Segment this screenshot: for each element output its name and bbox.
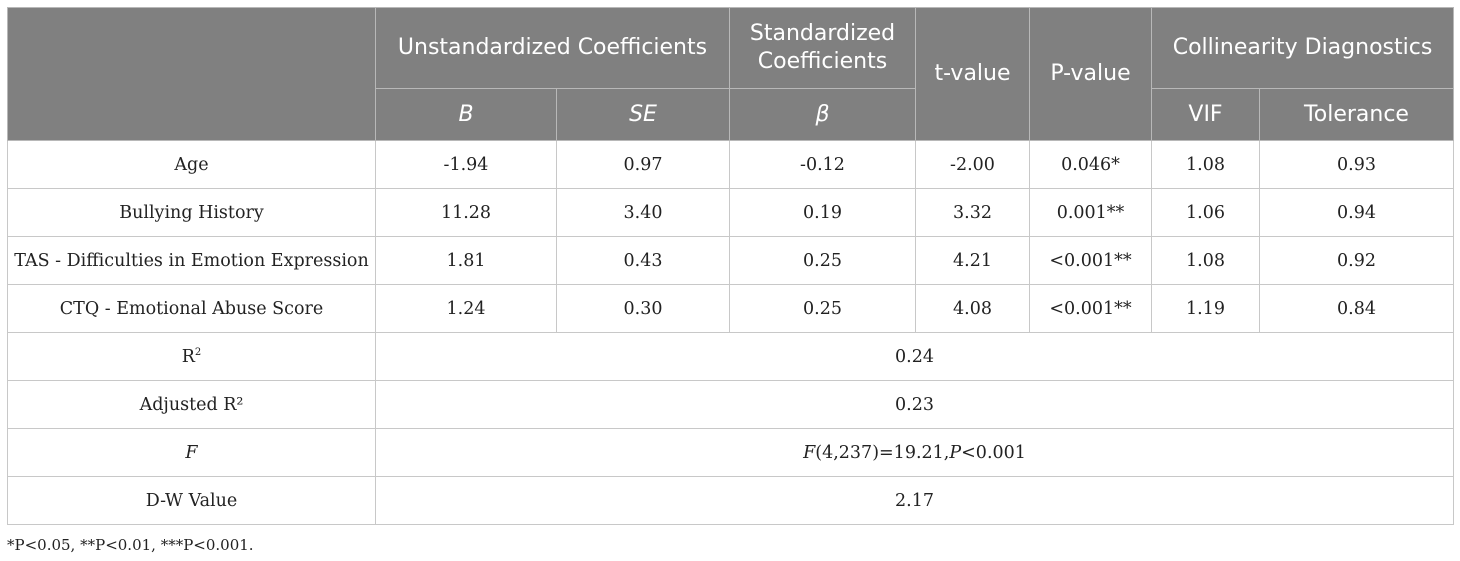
cell-se: 0.43: [556, 236, 730, 285]
cell-beta: -0.12: [729, 140, 916, 189]
header-p-value: P-value: [1029, 7, 1152, 141]
table-row-ctq: CTQ - Emotional Abuse Score 1.24 0.30 0.…: [7, 284, 1455, 333]
header-b: B: [375, 88, 557, 141]
header-unstandardized: Unstandardized Coefficients: [375, 7, 730, 89]
cell-t: 4.08: [915, 284, 1030, 333]
cell-t: 4.21: [915, 236, 1030, 285]
cell-se: 0.97: [556, 140, 730, 189]
header-row-2: B SE β VIF Tolerance: [8, 88, 1455, 141]
cell-tolerance: 0.92: [1258, 236, 1455, 285]
row-label: CTQ - Emotional Abuse Score: [7, 284, 376, 333]
cell-b: 1.81: [375, 236, 557, 285]
row-label-f: F: [7, 428, 376, 477]
p-rest: <0.001: [961, 442, 1026, 463]
r2-label: R: [181, 346, 195, 367]
cell-b: 11.28: [375, 188, 557, 237]
row-label-r2: R2: [7, 332, 376, 381]
cell-vif: 1.08: [1151, 140, 1260, 189]
row-label-dw: D-W Value: [7, 476, 376, 525]
header-tolerance: Tolerance: [1258, 88, 1455, 141]
table-row-age: Age -1.94 0.97 -0.12 -2.00 0.046* 1.08 0…: [7, 140, 1455, 189]
table-row-f: F F(4,237)=19.21,P<0.001: [7, 428, 1455, 477]
cell-b: -1.94: [375, 140, 557, 189]
header-standardized: Standardized Coefficients: [729, 7, 916, 89]
table-row-adjusted-r2: Adjusted R² 0.23: [7, 380, 1455, 429]
footnote: *P<0.05, **P<0.01, ***P<0.001.: [7, 536, 254, 554]
header-row-1: Unstandardized Coefficients Standardized…: [7, 7, 1455, 141]
cell-se: 0.30: [556, 284, 730, 333]
row-label: Age: [7, 140, 376, 189]
cell-beta: 0.25: [729, 236, 916, 285]
header-se: SE: [556, 88, 730, 141]
cell-beta: 0.25: [729, 284, 916, 333]
row-label-adjusted-r2: Adjusted R²: [7, 380, 376, 429]
regression-table: Unstandardized Coefficients Standardized…: [7, 7, 1455, 525]
cell-p: <0.001**: [1029, 236, 1152, 285]
header-beta: β: [729, 88, 916, 141]
cell-p: <0.001**: [1029, 284, 1152, 333]
p-symbol: P: [949, 442, 962, 463]
cell-t: -2.00: [915, 140, 1030, 189]
table-row-dw: D-W Value 2.17: [7, 476, 1455, 525]
row-label: Bullying History: [7, 188, 376, 237]
cell-vif: 1.08: [1151, 236, 1260, 285]
cell-f-value: F(4,237)=19.21,P<0.001: [374, 428, 1455, 477]
cell-p: 0.001**: [1029, 188, 1152, 237]
cell-tolerance: 0.84: [1258, 284, 1455, 333]
cell-p: 0.046*: [1029, 140, 1152, 189]
cell-beta: 0.19: [729, 188, 916, 237]
row-label: TAS - Difficulties in Emotion Expression: [7, 236, 376, 285]
cell-adjusted-r2-value: 0.23: [374, 380, 1455, 429]
table-row-bullying: Bullying History 11.28 3.40 0.19 3.32 0.…: [7, 188, 1455, 237]
cell-vif: 1.06: [1151, 188, 1260, 237]
cell-vif: 1.19: [1151, 284, 1260, 333]
cell-se: 3.40: [556, 188, 730, 237]
header-collinearity: Collinearity Diagnostics: [1150, 7, 1455, 89]
cell-tolerance: 0.93: [1258, 140, 1455, 189]
table-row-r2: R2 0.24: [7, 332, 1455, 381]
cell-r2-value: 0.24: [374, 332, 1455, 381]
header-vif: VIF: [1151, 88, 1260, 141]
cell-tolerance: 0.94: [1258, 188, 1455, 237]
r2-superscript: 2: [194, 346, 202, 358]
header-blank-cell: [7, 7, 376, 141]
cell-dw-value: 2.17: [374, 476, 1455, 525]
f-symbol: F: [803, 442, 816, 463]
table-row-tas: TAS - Difficulties in Emotion Expression…: [7, 236, 1455, 285]
header-t-value: t-value: [915, 7, 1030, 141]
cell-b: 1.24: [375, 284, 557, 333]
f-df: (4,237)=19.21,: [815, 442, 950, 463]
cell-t: 3.32: [915, 188, 1030, 237]
